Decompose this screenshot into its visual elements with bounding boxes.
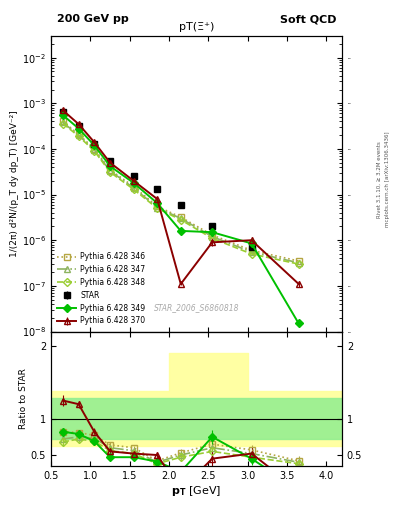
Y-axis label: Ratio to STAR: Ratio to STAR — [19, 368, 28, 429]
Text: Soft QCD: Soft QCD — [279, 14, 336, 24]
Pythia 6.428 348 — [296, 261, 301, 267]
Pythia 6.428 346 — [178, 214, 183, 220]
Line: Pythia 6.428 348: Pythia 6.428 348 — [60, 121, 301, 267]
Pythia 6.428 347 — [131, 185, 136, 191]
Pythia 6.428 346 — [92, 146, 97, 152]
Pythia 6.428 347 — [210, 233, 215, 240]
Pythia 6.428 346 — [76, 131, 81, 137]
Pythia 6.428 347 — [108, 168, 112, 174]
Pythia 6.428 346 — [249, 247, 254, 253]
Pythia 6.428 348 — [108, 169, 112, 175]
Pythia 6.428 347 — [178, 216, 183, 222]
Line: Pythia 6.428 347: Pythia 6.428 347 — [60, 120, 301, 266]
Pythia 6.428 347 — [155, 204, 160, 210]
Pythia 6.428 348 — [92, 148, 97, 154]
Text: mcplots.cern.ch [arXiv:1306.3436]: mcplots.cern.ch [arXiv:1306.3436] — [385, 132, 389, 227]
Pythia 6.428 348 — [61, 120, 65, 126]
Pythia 6.428 347 — [249, 249, 254, 255]
Text: Rivet 3.1.10, ≥ 3.2M events: Rivet 3.1.10, ≥ 3.2M events — [377, 141, 382, 218]
Pythia 6.428 348 — [131, 186, 136, 193]
Pythia 6.428 348 — [76, 133, 81, 139]
Pythia 6.428 347 — [76, 132, 81, 138]
Pythia 6.428 347 — [92, 147, 97, 153]
Pythia 6.428 346 — [131, 183, 136, 189]
Text: STAR_2006_S6860818: STAR_2006_S6860818 — [154, 304, 239, 312]
Pythia 6.428 348 — [155, 205, 160, 211]
Line: Pythia 6.428 346: Pythia 6.428 346 — [60, 119, 301, 264]
X-axis label: $\mathbf{p_T}$ [GeV]: $\mathbf{p_T}$ [GeV] — [171, 483, 222, 498]
Text: 200 GeV pp: 200 GeV pp — [57, 14, 129, 24]
Legend: Pythia 6.428 346, Pythia 6.428 347, Pythia 6.428 348, STAR, Pythia 6.428 349, Py: Pythia 6.428 346, Pythia 6.428 347, Pyth… — [55, 250, 147, 328]
Pythia 6.428 346 — [155, 203, 160, 209]
Title: pT(Ξ⁺): pT(Ξ⁺) — [179, 23, 214, 32]
Pythia 6.428 347 — [296, 260, 301, 266]
Y-axis label: 1/(2π) d²N/(p_T dy dp_T) [GeV⁻²]: 1/(2π) d²N/(p_T dy dp_T) [GeV⁻²] — [10, 110, 19, 257]
Pythia 6.428 346 — [296, 258, 301, 264]
Pythia 6.428 348 — [249, 251, 254, 257]
Pythia 6.428 346 — [210, 232, 215, 238]
Pythia 6.428 347 — [61, 119, 65, 125]
Pythia 6.428 348 — [178, 217, 183, 223]
Pythia 6.428 346 — [61, 118, 65, 124]
Pythia 6.428 346 — [108, 167, 112, 173]
Pythia 6.428 348 — [210, 235, 215, 241]
